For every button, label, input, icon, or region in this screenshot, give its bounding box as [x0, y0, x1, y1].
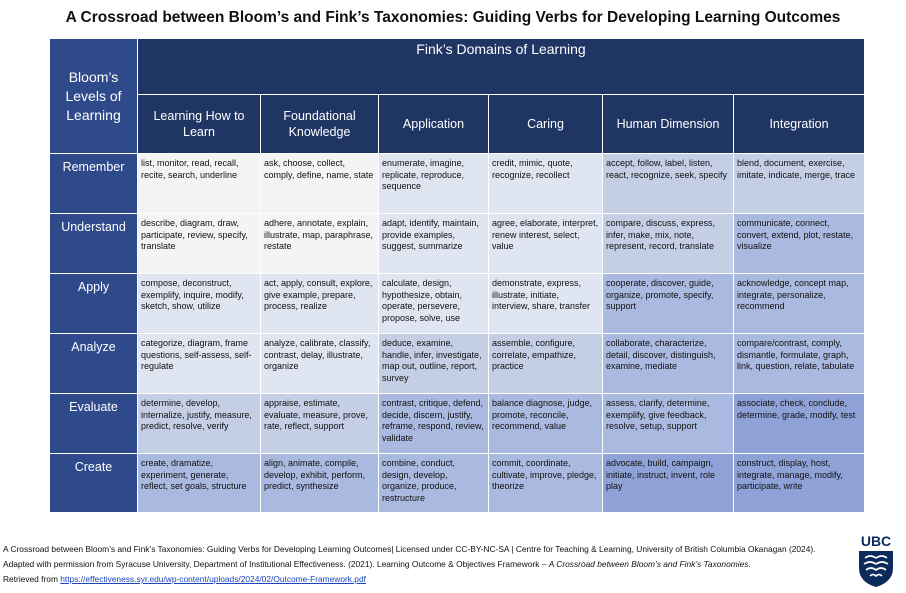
verb-cell: compose, deconstruct, exemplify, inquire…	[137, 273, 261, 334]
taxonomy-table: Bloom’s Levels of Learning Fink’s Domain…	[49, 38, 865, 513]
verb-cell: commit, coordinate, cultivate, improve, …	[488, 453, 603, 513]
verb-cell: align, animate, compile, develop, exhibi…	[260, 453, 379, 513]
column-header: Learning How to Learn	[137, 94, 261, 154]
verb-cell: acknowledge, concept map, integrate, per…	[733, 273, 865, 334]
verb-cell: analyze, calibrate, classify, contrast, …	[260, 333, 379, 394]
row-header-remember: Remember	[49, 153, 138, 214]
verb-cell: combine, conduct, design, develop, organ…	[378, 453, 489, 513]
column-header: Foundational Knowledge	[260, 94, 379, 154]
footer-adapted-title: A Crossroad between Bloom’s and Fink’s T…	[548, 559, 749, 569]
table-row: Analyze categorize, diagram, frame questi…	[49, 333, 865, 394]
verb-cell: calculate, design, hypothesize, obtain, …	[378, 273, 489, 334]
verb-cell: credit, mimic, quote, recognize, recolle…	[488, 153, 603, 214]
table-row: Create create, dramatize, experiment, gen…	[49, 453, 865, 513]
verb-cell: demonstrate, express, illustrate, initia…	[488, 273, 603, 334]
footer-license: A Crossroad between Bloom’s and Fink’s T…	[3, 544, 816, 554]
verb-cell: create, dramatize, experiment, generate,…	[137, 453, 261, 513]
verb-cell: compare, discuss, express, infer, make, …	[602, 213, 734, 274]
table-row: Apply compose, deconstruct, exemplify, in…	[49, 273, 865, 334]
verb-cell: determine, develop, internalize, justify…	[137, 393, 261, 454]
footer-retrieved-prefix: Retrieved from	[3, 574, 61, 584]
verb-cell: categorize, diagram, frame questions, se…	[137, 333, 261, 394]
column-header: Human Dimension	[602, 94, 734, 154]
verb-cell: advocate, build, campaign, initiate, ins…	[602, 453, 734, 513]
finks-domains-header: Fink’s Domains of Learning	[137, 38, 865, 95]
verb-cell: assess, clarify, determine, exemplify, g…	[602, 393, 734, 454]
verb-cell: cooperate, discover, guide, organize, pr…	[602, 273, 734, 334]
row-header-analyze: Analyze	[49, 333, 138, 394]
verb-cell: deduce, examine, handle, infer, investig…	[378, 333, 489, 394]
verb-cell: appraise, estimate, evaluate, measure, p…	[260, 393, 379, 454]
page-title: A Crossroad between Bloom’s and Fink’s T…	[65, 9, 841, 26]
verb-cell: communicate, connect, convert, extend, p…	[733, 213, 865, 274]
verb-cell: ask, choose, collect, comply, define, na…	[260, 153, 379, 214]
footer-retrieved: Retrieved from https://effectiveness.syr…	[3, 574, 366, 584]
table-row: Understand describe, diagram, draw, parti…	[49, 213, 865, 274]
verb-cell: assemble, configure, correlate, empathiz…	[488, 333, 603, 394]
row-header-create: Create	[49, 453, 138, 513]
footer-adapted: Adapted with permission from Syracuse Un…	[3, 559, 751, 569]
column-header: Integration	[733, 94, 865, 154]
row-header-evaluate: Evaluate	[49, 393, 138, 454]
verb-cell: associate, check, conclude, determine, g…	[733, 393, 865, 454]
verb-cell: blend, document, exercise, imitate, indi…	[733, 153, 865, 214]
verb-cell: list, monitor, read, recall, recite, sea…	[137, 153, 261, 214]
row-header-apply: Apply	[49, 273, 138, 334]
table-row: Evaluate determine, develop, internalize,…	[49, 393, 865, 454]
footer-adapted-prefix: Adapted with permission from Syracuse Un…	[3, 559, 549, 569]
verb-cell: adhere, annotate, explain, illustrate, m…	[260, 213, 379, 274]
footer-adapted-suffix: .	[748, 559, 751, 569]
table-row: Remember list, monitor, read, recall, rec…	[49, 153, 865, 214]
verb-cell: describe, diagram, draw, participate, re…	[137, 213, 261, 274]
column-header: Application	[378, 94, 489, 154]
blooms-levels-header: Bloom’s Levels of Learning	[49, 38, 138, 154]
logo-text: UBC	[861, 533, 891, 549]
verb-cell: act, apply, consult, explore, give examp…	[260, 273, 379, 334]
verb-cell: balance diagnose, judge, promote, reconc…	[488, 393, 603, 454]
verb-cell: compare/contrast, comply, dismantle, for…	[733, 333, 865, 394]
column-header: Caring	[488, 94, 603, 154]
verb-cell: contrast, critique, defend, decide, disc…	[378, 393, 489, 454]
ubc-logo: UBC	[859, 533, 893, 587]
row-header-understand: Understand	[49, 213, 138, 274]
verb-cell: enumerate, imagine, replicate, reproduce…	[378, 153, 489, 214]
verb-cell: construct, display, host, integrate, man…	[733, 453, 865, 513]
verb-cell: adapt, identify, maintain, provide examp…	[378, 213, 489, 274]
verb-cell: collaborate, characterize, detail, disco…	[602, 333, 734, 394]
verb-cell: accept, follow, label, listen, react, re…	[602, 153, 734, 214]
source-link[interactable]: https://effectiveness.syr.edu/wp-content…	[60, 574, 366, 584]
verb-cell: agree, elaborate, interpret, renew inter…	[488, 213, 603, 274]
